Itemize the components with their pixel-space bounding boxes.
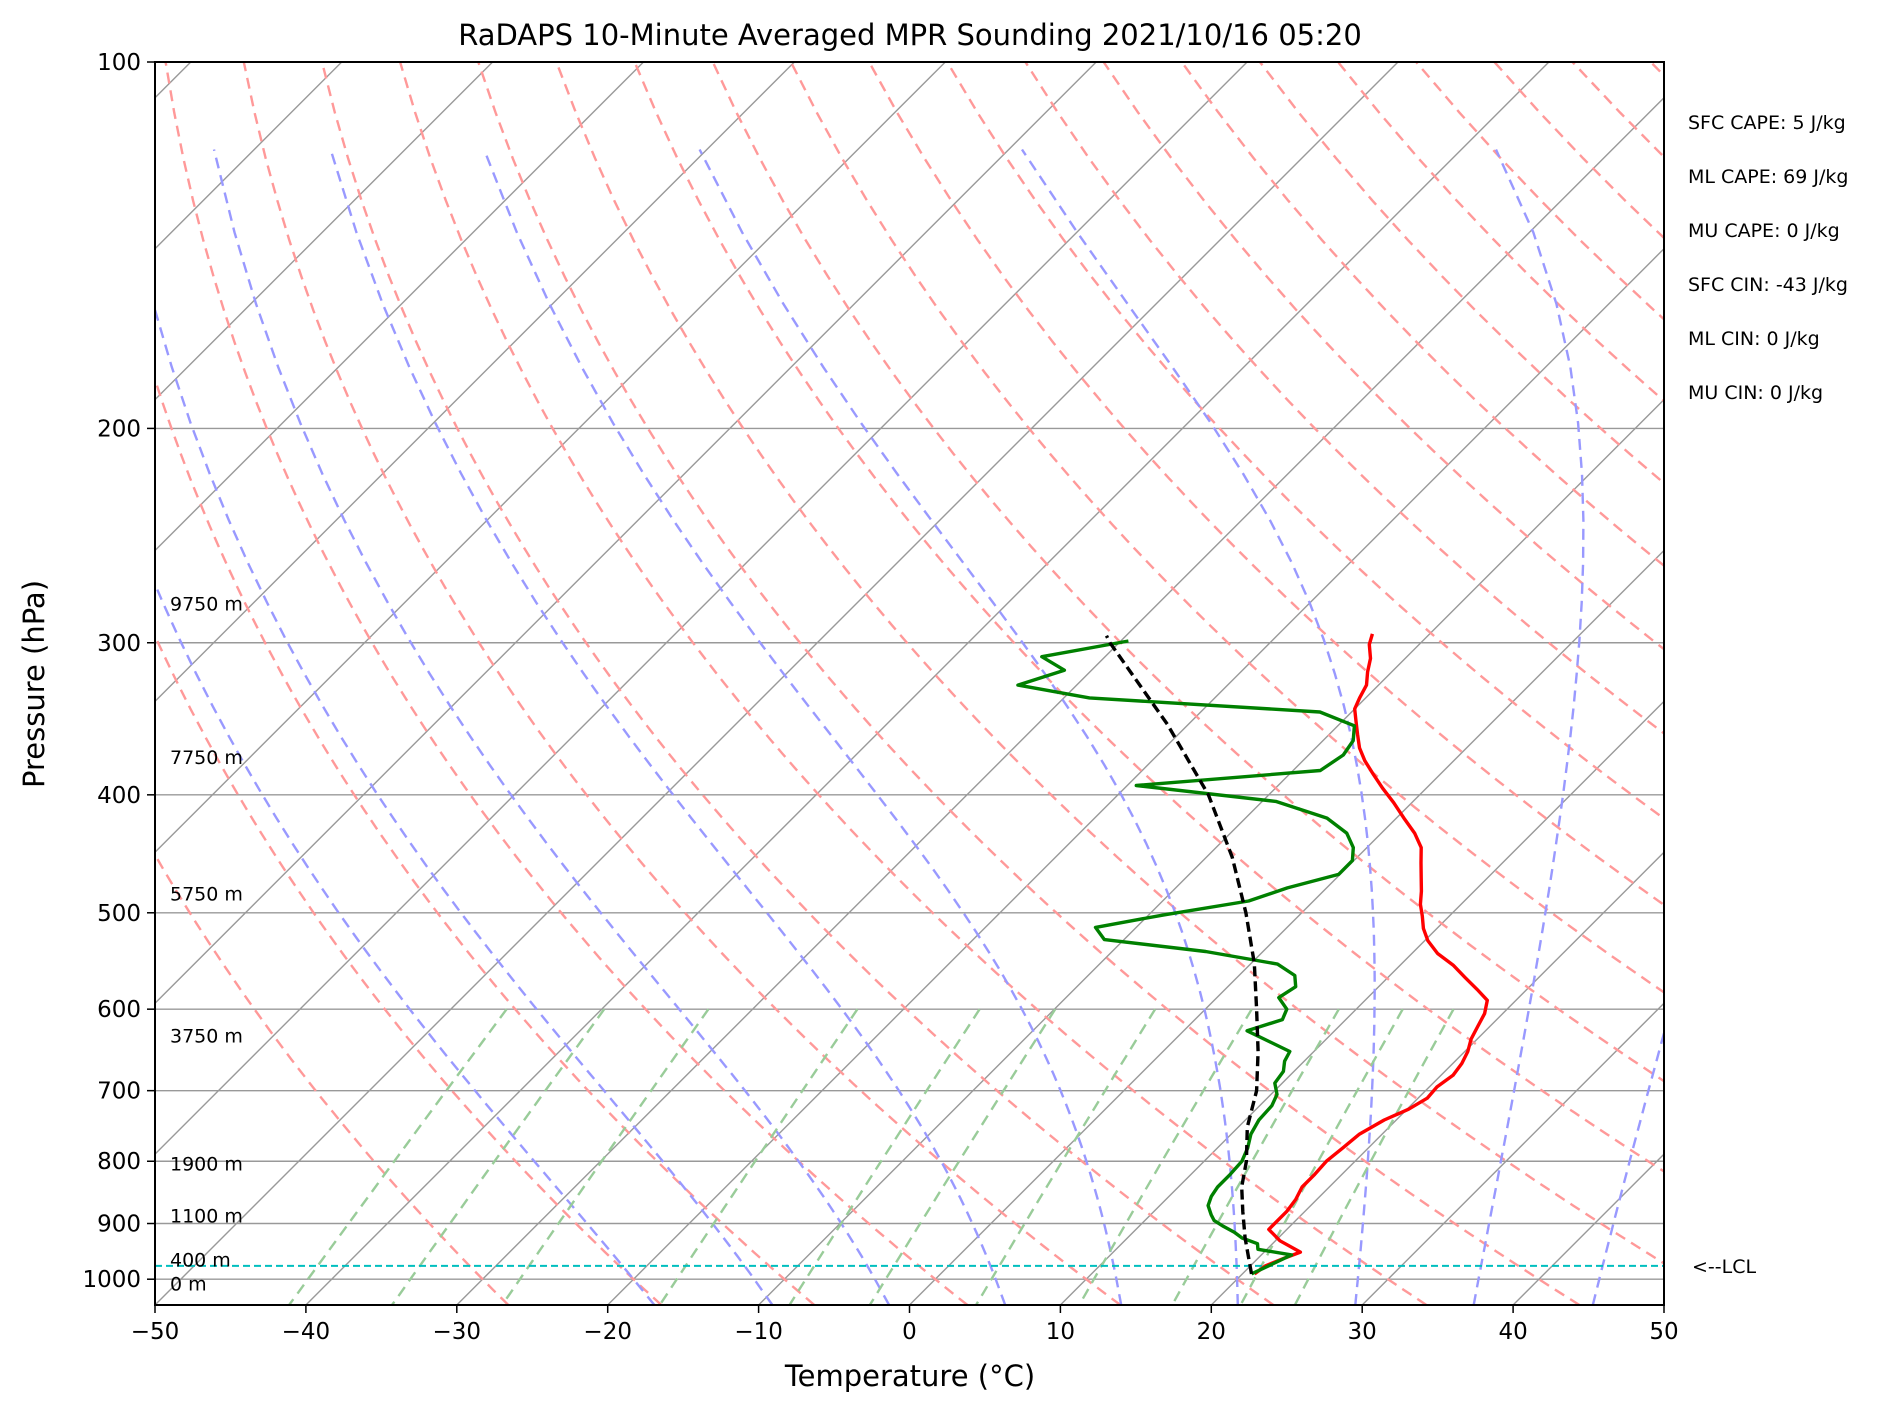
y-tick-label: 600 <box>97 997 141 1023</box>
x-tick-label: −50 <box>131 1319 180 1345</box>
moist-adiabat-line <box>1021 148 1376 1305</box>
x-tick-label: 30 <box>1348 1319 1377 1345</box>
x-tick-label: 10 <box>1046 1319 1075 1345</box>
mixing-ratio-line <box>868 1008 1057 1305</box>
isotherm-line <box>155 62 1097 1005</box>
x-tick-label: 50 <box>1649 1319 1678 1345</box>
isotherm-line <box>155 62 494 401</box>
isotherm-line <box>758 398 1664 1305</box>
dry-adiabat-line <box>789 62 1664 994</box>
index-label: MU CIN: 0 J/kg <box>1688 382 1823 404</box>
isotherm-line <box>607 247 1664 1305</box>
x-tick-label: −10 <box>734 1319 783 1345</box>
isotherm-line <box>305 62 1550 1305</box>
dry-adiabat-line <box>555 62 1664 1265</box>
index-label: SFC CAPE: 5 J/kg <box>1688 112 1846 134</box>
isotherm-line <box>1059 700 1664 1305</box>
lcl-marker: <--LCL <box>1692 1256 1756 1278</box>
moist-adiabat-line <box>482 149 1123 1305</box>
temperature-trace <box>1253 633 1489 1276</box>
lcl-label: <--LCL <box>1692 1256 1756 1278</box>
mixing-ratio-line <box>788 1008 981 1305</box>
mixing-ratio-line <box>975 1008 1157 1305</box>
x-tick-label: 0 <box>902 1319 917 1345</box>
axis-ticks: −50 −40 −30 −20 −10 0 10 20 30 40 50 100 200 300 400 50… <box>82 50 1678 1345</box>
moist-adiabat-line <box>1472 149 1585 1305</box>
y-tick-label: 1000 <box>82 1267 141 1293</box>
x-tick-label: 40 <box>1498 1319 1527 1345</box>
moist-adiabat-line <box>698 148 1239 1305</box>
x-tick-label: −30 <box>433 1319 482 1345</box>
dewpoint-trace <box>1016 639 1357 1276</box>
isotherm-line <box>909 549 1664 1305</box>
y-tick-label: 500 <box>97 901 141 927</box>
y-tick-label: 300 <box>97 631 141 657</box>
height-label: 5750 m <box>170 884 243 906</box>
height-label: 9750 m <box>170 593 243 615</box>
y-tick-label: 700 <box>97 1079 141 1105</box>
height-label: 1100 m <box>170 1205 243 1227</box>
y-tick-label: 200 <box>97 416 141 442</box>
chart-title: RaDAPS 10-Minute Averaged MPR Sounding 2… <box>458 18 1362 52</box>
dry-adiabat-line <box>320 62 1275 1305</box>
dry-adiabat-line <box>164 62 969 1305</box>
isotherm-line <box>456 96 1664 1305</box>
x-tick-label: −40 <box>282 1319 331 1345</box>
y-tick-label: 400 <box>97 783 141 809</box>
x-axis-title: Temperature (°C) <box>784 1359 1035 1393</box>
stability-indices: SFC CAPE: 5 J/kg ML CAPE: 69 J/kg MU CAPE:… <box>1688 112 1848 404</box>
y-tick-label: 900 <box>97 1212 141 1238</box>
index-label: ML CIN: 0 J/kg <box>1688 328 1820 350</box>
parcel-trace <box>1104 634 1260 1275</box>
y-tick-label: 800 <box>97 1149 141 1175</box>
x-tick-label: −20 <box>583 1319 632 1345</box>
sounding-traces <box>155 633 1664 1276</box>
dry-adiabat-line <box>155 633 663 1305</box>
dry-adiabat-line <box>398 62 1428 1305</box>
dry-adiabat-line <box>1024 62 1664 735</box>
index-label: SFC CIN: -43 J/kg <box>1688 274 1848 296</box>
isotherm-line <box>155 62 946 854</box>
dry-adiabat-line <box>155 852 510 1305</box>
isotherm-line <box>155 62 795 703</box>
dry-adiabat-line <box>946 62 1664 821</box>
height-label: 7750 m <box>170 747 243 769</box>
y-axis-title: Pressure (hPa) <box>17 580 51 788</box>
height-label: 0 m <box>170 1273 207 1295</box>
height-label: 3750 m <box>170 1026 243 1048</box>
isotherm-line <box>1361 1002 1664 1305</box>
isotherm-line <box>155 62 1248 1156</box>
moist-adiabat-line <box>329 149 1007 1305</box>
isotherm-line <box>155 62 644 552</box>
moist-adiabat-line <box>155 581 656 1305</box>
moist-adiabat-line <box>1591 1028 1664 1305</box>
moist-adiabat-line <box>155 305 774 1305</box>
x-tick-label: 20 <box>1197 1319 1226 1345</box>
isotherm-line <box>155 62 1399 1305</box>
y-tick-label: 100 <box>97 50 141 76</box>
mixing-ratio-line <box>288 1008 508 1305</box>
index-label: ML CAPE: 69 J/kg <box>1688 166 1848 188</box>
dry-adiabat-line <box>633 62 1664 1173</box>
height-label: 400 m <box>170 1249 231 1271</box>
isotherm-line <box>1210 851 1664 1305</box>
height-label: 1900 m <box>170 1154 243 1176</box>
dry-adiabat-line <box>1180 62 1664 568</box>
dry-adiabat-line <box>711 62 1664 1083</box>
index-label: MU CAPE: 0 J/kg <box>1688 220 1840 242</box>
dry-adiabat-line <box>477 62 1581 1305</box>
